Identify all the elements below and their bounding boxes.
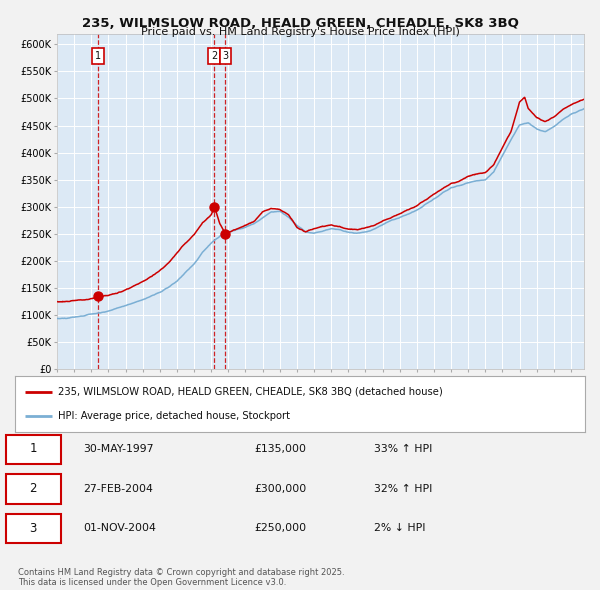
- Text: 1: 1: [95, 51, 101, 61]
- Text: 33% ↑ HPI: 33% ↑ HPI: [374, 444, 433, 454]
- Text: 30-MAY-1997: 30-MAY-1997: [83, 444, 154, 454]
- Text: 3: 3: [29, 522, 37, 535]
- Text: 235, WILMSLOW ROAD, HEALD GREEN, CHEADLE, SK8 3BQ: 235, WILMSLOW ROAD, HEALD GREEN, CHEADLE…: [82, 17, 518, 30]
- Text: Contains HM Land Registry data © Crown copyright and database right 2025.
This d: Contains HM Land Registry data © Crown c…: [18, 568, 344, 587]
- Text: HPI: Average price, detached house, Stockport: HPI: Average price, detached house, Stoc…: [58, 411, 290, 421]
- FancyBboxPatch shape: [7, 514, 61, 543]
- Text: 27-FEB-2004: 27-FEB-2004: [83, 484, 153, 493]
- Text: 2: 2: [211, 51, 217, 61]
- FancyBboxPatch shape: [7, 435, 61, 464]
- Text: 1: 1: [29, 442, 37, 455]
- Text: 32% ↑ HPI: 32% ↑ HPI: [374, 484, 433, 493]
- Text: 235, WILMSLOW ROAD, HEALD GREEN, CHEADLE, SK8 3BQ (detached house): 235, WILMSLOW ROAD, HEALD GREEN, CHEADLE…: [58, 386, 443, 396]
- FancyBboxPatch shape: [7, 474, 61, 504]
- Text: £135,000: £135,000: [254, 444, 307, 454]
- Text: 2: 2: [29, 482, 37, 495]
- Text: 3: 3: [223, 51, 229, 61]
- Text: £300,000: £300,000: [254, 484, 307, 493]
- Text: £250,000: £250,000: [254, 523, 307, 533]
- Text: 01-NOV-2004: 01-NOV-2004: [83, 523, 156, 533]
- Text: Price paid vs. HM Land Registry's House Price Index (HPI): Price paid vs. HM Land Registry's House …: [140, 27, 460, 37]
- Text: 2% ↓ HPI: 2% ↓ HPI: [374, 523, 425, 533]
